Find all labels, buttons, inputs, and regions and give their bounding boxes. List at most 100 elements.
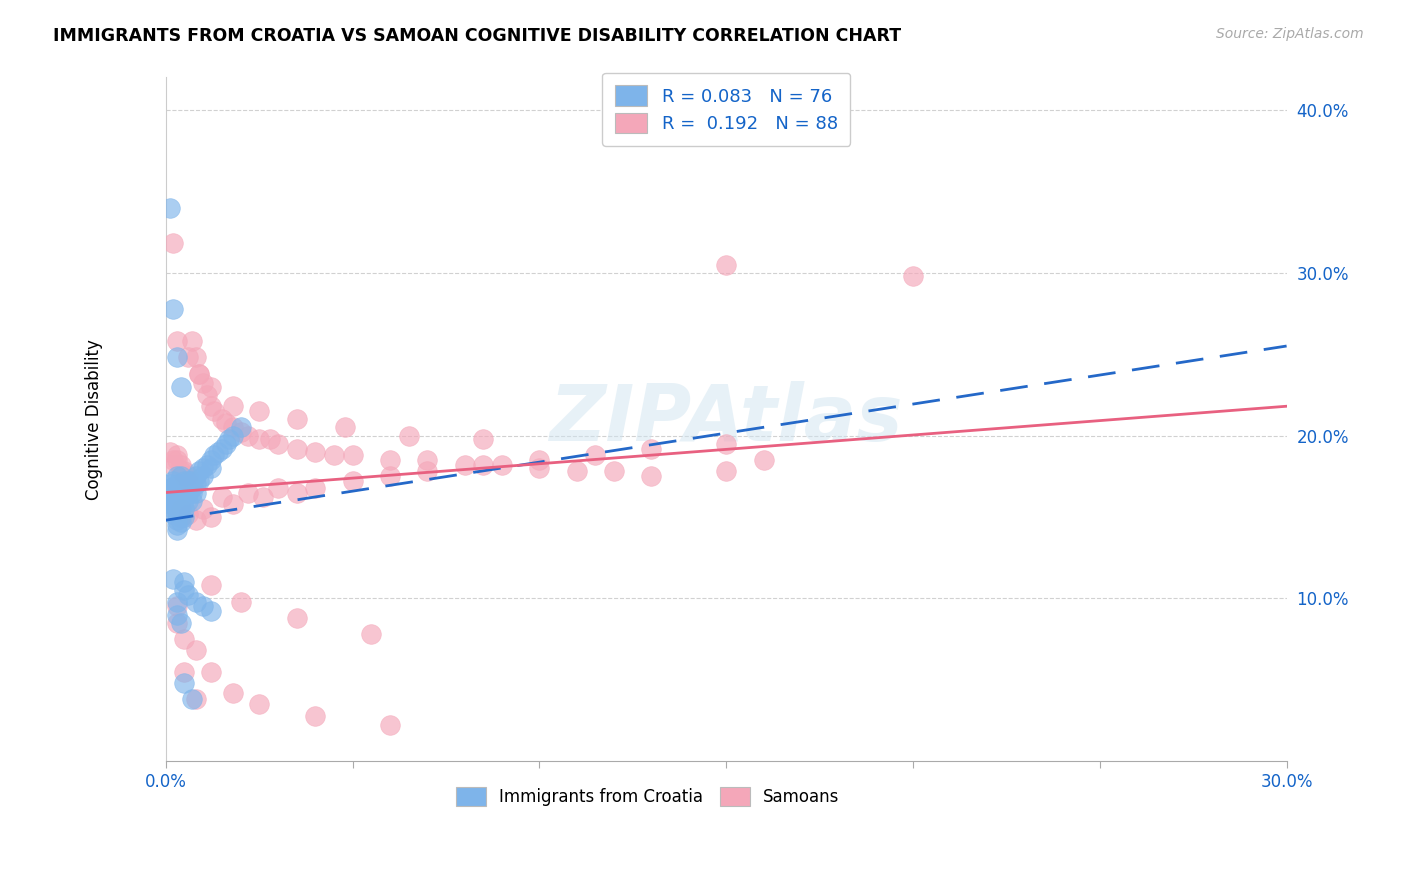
Point: [162, 474, 184, 488]
Point: [200, 399, 222, 413]
Point: [191, 469, 214, 483]
Point: [181, 692, 204, 706]
Point: [184, 594, 207, 608]
Point: [207, 445, 229, 459]
Point: [247, 404, 270, 418]
Point: [222, 399, 245, 413]
Point: [252, 491, 274, 505]
Point: [173, 574, 195, 589]
Point: [529, 461, 551, 475]
Point: [285, 485, 308, 500]
Point: [211, 491, 233, 505]
Point: [184, 477, 207, 491]
Point: [222, 428, 245, 442]
Point: [166, 469, 188, 483]
Point: [304, 445, 326, 459]
Point: [200, 510, 222, 524]
Point: [267, 481, 290, 495]
Point: [173, 469, 195, 483]
Point: [166, 501, 188, 516]
Point: [181, 485, 204, 500]
Point: [191, 376, 214, 391]
Point: [901, 268, 924, 283]
Point: [229, 420, 252, 434]
Point: [188, 474, 211, 488]
Point: [166, 448, 188, 462]
Point: [211, 412, 233, 426]
Point: [166, 518, 188, 533]
Point: [177, 507, 200, 521]
Point: [166, 497, 188, 511]
Point: [453, 458, 475, 472]
Point: [188, 464, 211, 478]
Point: [184, 485, 207, 500]
Point: [222, 420, 245, 434]
Point: [184, 643, 207, 657]
Point: [181, 481, 204, 495]
Point: [181, 474, 204, 488]
Point: [162, 493, 184, 508]
Point: [267, 436, 290, 450]
Point: [236, 485, 259, 500]
Point: [714, 258, 737, 272]
Point: [247, 697, 270, 711]
Point: [184, 513, 207, 527]
Point: [173, 632, 195, 646]
Point: [491, 458, 513, 472]
Point: [202, 448, 225, 462]
Point: [173, 485, 195, 500]
Point: [173, 583, 195, 598]
Point: [162, 458, 184, 472]
Y-axis label: Cognitive Disability: Cognitive Disability: [86, 339, 103, 500]
Point: [603, 464, 626, 478]
Point: [222, 497, 245, 511]
Point: [170, 501, 193, 516]
Point: [159, 481, 181, 495]
Point: [170, 477, 193, 491]
Point: [229, 594, 252, 608]
Point: [416, 453, 439, 467]
Point: [181, 334, 204, 348]
Point: [159, 485, 181, 500]
Point: [285, 442, 308, 456]
Point: [177, 588, 200, 602]
Point: [170, 615, 193, 630]
Point: [184, 351, 207, 365]
Point: [166, 615, 188, 630]
Point: [342, 474, 364, 488]
Point: [162, 572, 184, 586]
Point: [166, 334, 188, 348]
Point: [640, 442, 662, 456]
Point: [177, 485, 200, 500]
Point: [200, 461, 222, 475]
Point: [322, 448, 344, 462]
Text: Source: ZipAtlas.com: Source: ZipAtlas.com: [1216, 27, 1364, 41]
Point: [166, 485, 188, 500]
Point: [162, 485, 184, 500]
Point: [583, 448, 606, 462]
Point: [166, 453, 188, 467]
Point: [184, 692, 207, 706]
Point: [752, 453, 775, 467]
Point: [166, 351, 188, 365]
Point: [162, 453, 184, 467]
Point: [472, 432, 495, 446]
Point: [162, 481, 184, 495]
Text: ZIPAtlas: ZIPAtlas: [550, 381, 903, 458]
Point: [398, 428, 420, 442]
Point: [222, 686, 245, 700]
Point: [333, 420, 356, 434]
Point: [214, 436, 236, 450]
Point: [166, 599, 188, 614]
Point: [166, 491, 188, 505]
Point: [173, 474, 195, 488]
Point: [173, 481, 195, 495]
Point: [170, 380, 193, 394]
Point: [159, 477, 181, 491]
Point: [247, 432, 270, 446]
Point: [173, 665, 195, 679]
Point: [200, 578, 222, 592]
Point: [200, 453, 222, 467]
Point: [170, 493, 193, 508]
Point: [304, 481, 326, 495]
